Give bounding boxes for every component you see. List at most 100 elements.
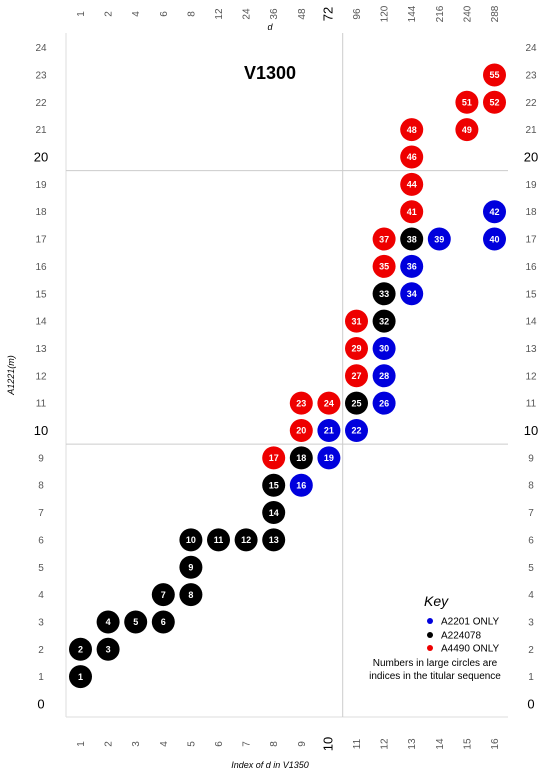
- y-axis-tick-label: 6: [38, 535, 44, 546]
- data-point-label: 7: [161, 590, 166, 600]
- data-point-label: 12: [241, 535, 251, 545]
- data-point: 26: [372, 391, 396, 415]
- top-axis-tick-label: 1: [76, 11, 87, 17]
- y-axis-right-tick-label: 24: [525, 43, 537, 54]
- data-point: 33: [372, 282, 396, 306]
- legend-title: Key: [424, 593, 449, 609]
- bottom-axis-ticks: 1 2 3 4 5 6 7 8 9 10 11 12 13 14 15 16: [76, 737, 501, 751]
- y-axis-tick-label: 19: [35, 180, 47, 191]
- data-point-label: 34: [407, 289, 417, 299]
- x-axis-tick-label: 12: [380, 738, 391, 750]
- legend-entry-a4490: A4490 ONLY: [441, 644, 500, 655]
- x-axis-tick-label: 10: [320, 737, 335, 751]
- data-point-marker: [151, 610, 175, 634]
- data-point-label: 26: [379, 398, 389, 408]
- data-point-marker: [400, 118, 424, 142]
- data-point-marker: [151, 583, 175, 607]
- data-point: 5: [124, 610, 148, 634]
- data-point: 40: [483, 227, 506, 251]
- top-axis-tick-label: 120: [380, 5, 391, 22]
- data-point: 48: [400, 118, 424, 142]
- y-axis-tick-label: 9: [38, 453, 44, 464]
- y-axis-right-tick-label: 6: [528, 535, 534, 546]
- data-point: 7: [151, 583, 175, 607]
- x-axis-tick-label: 14: [435, 738, 446, 750]
- data-point-label: 52: [489, 98, 499, 108]
- top-axis-tick-label: 36: [269, 8, 280, 20]
- data-point-marker: [69, 665, 92, 689]
- data-point-marker: [317, 391, 341, 415]
- data-point: 13: [262, 528, 286, 552]
- data-point-label: 14: [269, 508, 279, 518]
- data-point-label: 48: [407, 125, 417, 135]
- data-point-label: 8: [188, 590, 193, 600]
- data-point-marker: [427, 227, 451, 251]
- data-point-marker: [455, 118, 479, 142]
- legend-entry-a224078: A224078: [441, 631, 481, 642]
- data-point-label: 33: [379, 289, 389, 299]
- data-point-label: 29: [351, 344, 361, 354]
- y-axis-right-tick-label: 4: [528, 590, 534, 601]
- top-axis-label: d: [267, 22, 273, 32]
- data-point-marker: [372, 254, 396, 278]
- data-point: 6: [151, 610, 175, 634]
- legend-note-line1: Numbers in large circles are: [373, 658, 498, 669]
- data-point: 19: [317, 446, 341, 470]
- x-axis-tick-label: 11: [352, 738, 363, 749]
- data-point-marker: [179, 555, 203, 579]
- data-point-label: 41: [407, 207, 417, 217]
- data-point-label: 1: [78, 672, 83, 682]
- data-point: 20: [289, 419, 313, 442]
- data-point-marker: [483, 227, 506, 251]
- y-axis-right-tick-label: 17: [525, 235, 537, 246]
- x-axis-tick-label: 1: [76, 741, 87, 747]
- data-point: 35: [372, 254, 396, 278]
- x-axis-tick-label: 15: [462, 738, 473, 750]
- data-point: 15: [262, 473, 286, 497]
- data-point-marker: [345, 309, 368, 333]
- data-point: 32: [372, 309, 396, 333]
- y-axis-label: A1221(m): [6, 355, 16, 396]
- data-point: 3: [96, 637, 120, 661]
- y-axis-tick-label: 13: [35, 344, 47, 355]
- y-axis-tick-label: 14: [35, 317, 47, 328]
- data-point-label: 42: [489, 207, 499, 217]
- data-point-label: 51: [462, 98, 472, 108]
- y-axis-tick-label: 2: [38, 645, 44, 656]
- data-point: 14: [262, 501, 286, 525]
- x-axis-tick-label: 5: [186, 741, 197, 747]
- legend-entry-a2201: A2201 ONLY: [441, 617, 500, 628]
- y-axis-tick-label: 21: [35, 125, 47, 136]
- data-point-label: 16: [296, 480, 306, 490]
- y-axis-tick-label: 16: [35, 262, 47, 273]
- top-axis-tick-label: 12: [214, 8, 225, 20]
- data-point: 18: [289, 446, 313, 470]
- data-point-marker: [345, 391, 368, 415]
- y-axis-right-tick-label: 23: [525, 70, 537, 81]
- y-axis-right-tick-label: 3: [528, 617, 534, 628]
- data-point: 12: [234, 528, 258, 552]
- data-point-marker: [400, 145, 424, 169]
- data-point: 37: [372, 227, 396, 251]
- y-axis-right-tick-label: 0: [527, 697, 534, 712]
- data-point-marker: [234, 528, 258, 552]
- data-point-marker: [289, 391, 313, 415]
- data-point-label: 31: [351, 316, 361, 326]
- top-axis-tick-label: 8: [186, 11, 197, 17]
- legend-marker-a2201: [427, 618, 433, 624]
- data-point-label: 10: [186, 535, 196, 545]
- data-point: 11: [207, 528, 230, 552]
- legend-marker-a4490: [427, 645, 433, 651]
- data-point: 4: [96, 610, 120, 634]
- y-axis-tick-label: 5: [38, 563, 44, 574]
- y-axis-tick-label: 1: [38, 672, 44, 683]
- y-axis-right-tick-label: 15: [525, 289, 537, 300]
- data-point: 23: [289, 391, 313, 415]
- data-point: 27: [345, 364, 368, 388]
- top-axis-tick-label: 144: [407, 5, 418, 22]
- data-point: 2: [69, 637, 92, 661]
- data-point: 39: [427, 227, 451, 251]
- data-point: 42: [483, 200, 506, 224]
